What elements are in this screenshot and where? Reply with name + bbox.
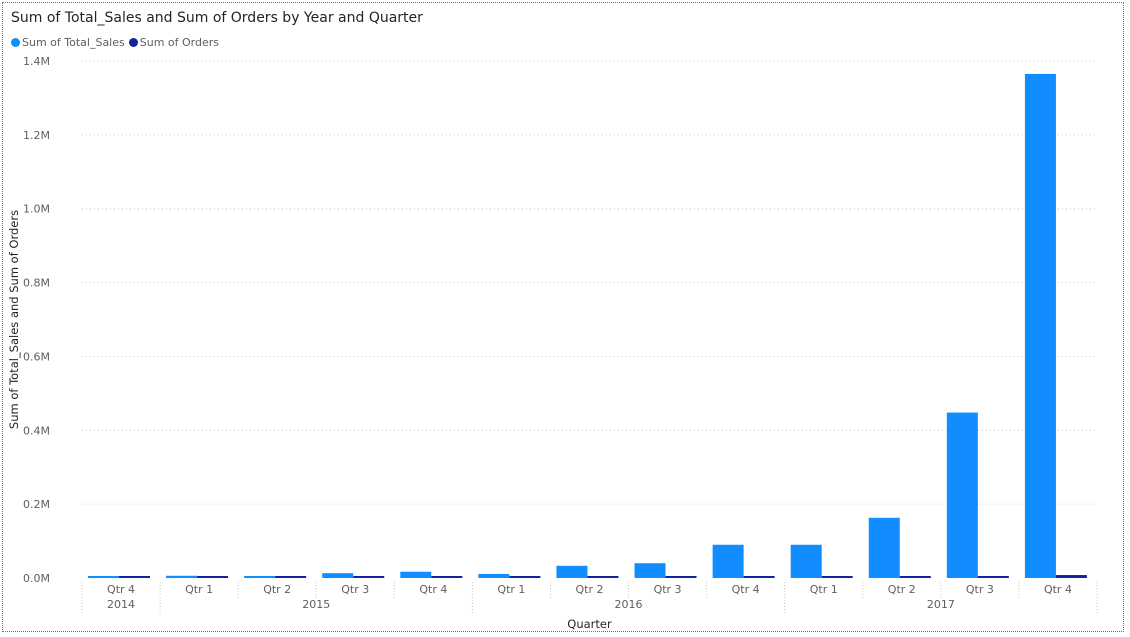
x-year-label: 2014 (107, 598, 135, 611)
legend-dot-icon (128, 38, 138, 47)
bar-total-sales[interactable] (88, 576, 119, 578)
y-axis: 0.0M 0.2M 0.4M 0.6M 0.8M 1.0M 1.2M 1.4M (23, 55, 50, 585)
bar-total-sales[interactable] (166, 575, 198, 578)
y-tick-label: 1.2M (23, 129, 50, 142)
bar-orders[interactable] (977, 576, 1009, 578)
x-tick-label: Qtr 3 (341, 583, 369, 596)
bar-orders[interactable] (1055, 575, 1087, 578)
bar-orders[interactable] (275, 576, 307, 578)
bar-orders[interactable] (197, 576, 229, 578)
y-tick-label: 0.2M (23, 498, 50, 511)
y-tick-label: 0.6M (23, 350, 50, 363)
bar-total-sales[interactable] (634, 563, 666, 578)
bar-orders[interactable] (899, 576, 931, 578)
bar-total-sales[interactable] (1024, 73, 1056, 579)
bar-total-sales[interactable] (790, 544, 822, 578)
x-tick-label: Qtr 1 (185, 583, 213, 596)
bar-total-sales[interactable] (400, 571, 432, 578)
x-tick-label: Qtr 1 (497, 583, 525, 596)
legend-label: Sum of Orders (139, 36, 219, 49)
y-tick-label: 1.0M (23, 203, 50, 216)
y-tick-label: 0.4M (23, 424, 50, 437)
x-axis-title: Quarter (567, 617, 612, 631)
gridlines (82, 60, 1097, 505)
x-tick-label: Qtr 1 (810, 583, 838, 596)
legend-item-total-sales[interactable]: Sum of Total_Sales (11, 36, 125, 49)
bar-orders[interactable] (587, 576, 619, 578)
bar-total-sales[interactable] (712, 544, 744, 578)
legend-item-orders[interactable]: Sum of Orders (128, 36, 219, 49)
bar-total-sales[interactable] (868, 517, 900, 578)
bar-orders[interactable] (353, 576, 385, 578)
y-tick-label: 0.8M (23, 277, 50, 290)
x-tick-label: Qtr 2 (263, 583, 291, 596)
legend-dot-icon (11, 38, 20, 47)
chart-legend: Sum of Total_Sales Sum of Orders (11, 36, 223, 49)
bars (88, 73, 1087, 579)
bar-orders[interactable] (431, 576, 463, 578)
bar-orders[interactable] (821, 576, 853, 578)
x-year-label: 2017 (927, 598, 955, 611)
bar-total-sales[interactable] (556, 565, 588, 578)
bar-orders[interactable] (743, 576, 775, 578)
x-tick-label: Qtr 3 (966, 583, 994, 596)
bar-total-sales[interactable] (322, 573, 354, 578)
x-axis: Qtr 4 Qtr 1 Qtr 2 Qtr 3 Qtr 4 Qtr 1 Qtr 2 Qtr 3… (81, 582, 1098, 614)
bar-orders[interactable] (665, 576, 697, 578)
bar-total-sales[interactable] (946, 412, 978, 578)
chart-title: Sum of Total_Sales and Sum of Orders by … (11, 10, 423, 26)
legend-label: Sum of Total_Sales (22, 36, 125, 49)
x-tick-label: Qtr 2 (576, 583, 604, 596)
x-tick-label: Qtr 4 (419, 583, 447, 596)
x-year-label: 2015 (302, 598, 330, 611)
x-tick-label: Qtr 4 (1044, 583, 1072, 596)
y-tick-label: 0.0M (23, 572, 50, 585)
y-axis-title: Sum of Total_Sales and Sum of Orders (7, 210, 21, 429)
x-tick-label: Qtr 4 (107, 583, 135, 596)
bar-total-sales[interactable] (244, 576, 276, 578)
bar-orders[interactable] (119, 576, 150, 578)
x-tick-label: Qtr 2 (888, 583, 916, 596)
x-year-label: 2016 (615, 598, 643, 611)
x-tick-label: Qtr 4 (732, 583, 760, 596)
y-tick-label: 1.4M (23, 55, 50, 68)
bar-orders[interactable] (509, 576, 541, 578)
bar-total-sales[interactable] (478, 573, 510, 578)
x-tick-label: Qtr 3 (654, 583, 682, 596)
